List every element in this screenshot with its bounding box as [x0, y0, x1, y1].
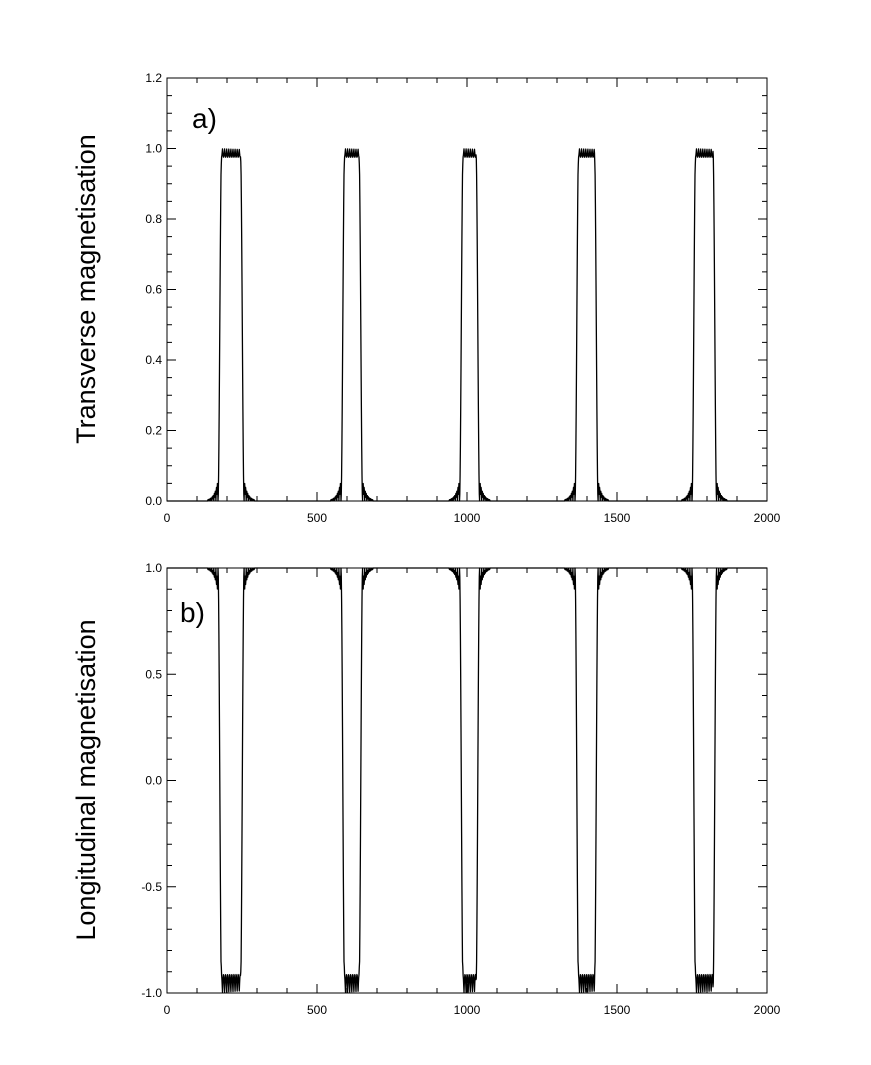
panel-a-xtick-label: 500: [307, 511, 327, 525]
panel-b-frame: [166, 567, 768, 994]
panel-a-ytick-label: 1.2: [145, 71, 162, 85]
panel-b-ylabel: Longitudinal magnetisation: [71, 619, 101, 940]
panel-a-ytick-label: 0.4: [145, 353, 162, 367]
panel-a-xtick-label: 1500: [604, 511, 631, 525]
panel-b-xtick-label: 2000: [754, 1003, 781, 1017]
panel-b-ytick-label: 0.5: [145, 667, 162, 681]
panel-b-label: b): [180, 597, 205, 628]
panel-a-ylabel: Transverse magnetisation: [71, 134, 101, 444]
panel-b-ytick-label: -0.5: [141, 880, 162, 894]
panel-a-xtick-label: 1000: [454, 511, 481, 525]
panel-b-ticks: [166, 567, 768, 994]
panel-a-ticks: [166, 77, 768, 502]
panel-a-ytick-label: 0.6: [145, 283, 162, 297]
panel-b-xtick-label: 1500: [604, 1003, 631, 1017]
panel-b-ytick-label: -1.0: [141, 986, 162, 1000]
panel-b-ytick-label: 0.0: [145, 774, 162, 788]
panel-b-xtick-label: 500: [307, 1003, 327, 1017]
panel-b-xtick-label: 1000: [454, 1003, 481, 1017]
panel-a-xtick-label: 2000: [754, 511, 781, 525]
panel-a-ytick-label: 0.8: [145, 212, 162, 226]
panel-b-xtick-label: 0: [164, 1003, 171, 1017]
panel-b-tick-labels: 0 500 1000 1500 2000 -1.0 -0.5 0.0 0.5 1.0: [141, 561, 780, 1017]
panel-a-label: a): [192, 103, 217, 134]
panel-a-frame: [166, 77, 768, 502]
panel-a: 0 500 1000 1500 2000 0.0 0.2 0.4 0.6 0.8 1.0 1.2 a)…: [71, 71, 781, 525]
panel-a-ytick-label: 0.2: [145, 424, 162, 438]
panel-b-longitudinal-trace: [166, 567, 768, 993]
panel-a-ytick-label: 0.0: [145, 494, 162, 508]
panel-a-xtick-label: 0: [164, 511, 171, 525]
panel-b: 0 500 1000 1500 2000 -1.0 -0.5 0.0 0.5 1.0 b) Lon…: [71, 561, 781, 1017]
panel-b-ytick-label: 1.0: [145, 561, 162, 575]
panel-a-transverse-trace: [166, 148, 768, 502]
panel-a-tick-labels: 0 500 1000 1500 2000 0.0 0.2 0.4 0.6 0.8 1.0 1.2: [145, 71, 780, 525]
panel-a-ytick-label: 1.0: [145, 142, 162, 156]
